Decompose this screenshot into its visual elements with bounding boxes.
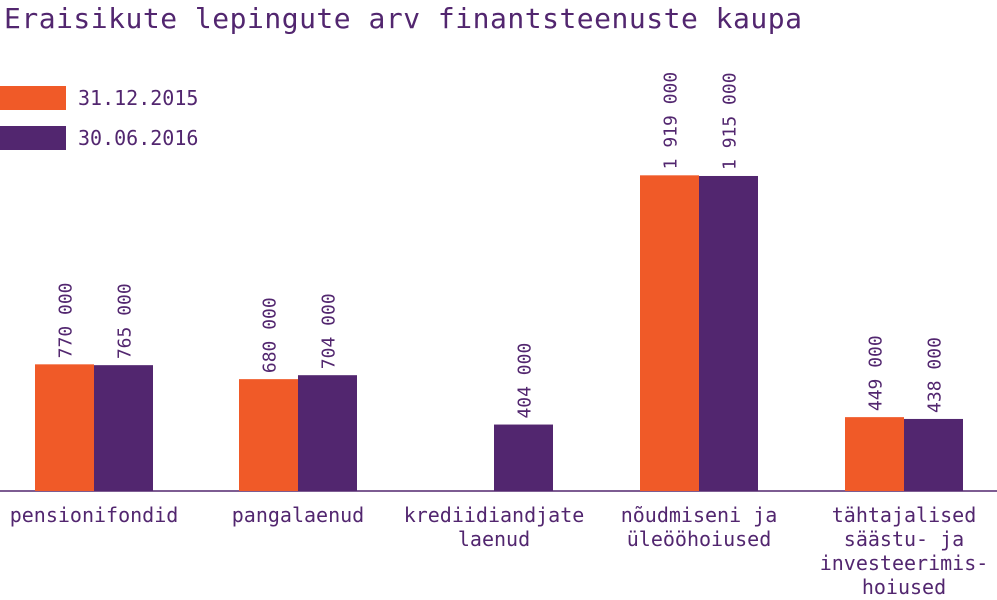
category-label-4-line-3: hoiused [862,575,946,599]
bar-2016-3 [699,175,758,492]
chart-title: Eraisikute lepingute arv finantsteenuste… [4,2,803,35]
category-label-4-line-2: investeerimis- [820,551,989,575]
legend-label-2016: 30.06.2016 [78,126,199,150]
bar-2016-2 [494,424,553,491]
data-label-2016-4: 438 000 [925,337,946,413]
legend-item-2015: 31.12.2015 [0,86,198,110]
bar-2015-4 [845,417,904,491]
data-label-2015-0: 770 000 [56,282,77,358]
category-label-2-line-0: krediidiandjate [404,503,585,527]
data-label-2016-1: 704 000 [319,293,340,369]
legend-swatch-2016 [0,126,66,150]
category-label-0-line-0: pensionifondid [10,503,179,527]
category-label-3-line-0: nõudmiseni ja [621,503,778,527]
bar-2016-1 [298,375,357,491]
bar-2016-4 [904,418,963,491]
data-label-2016-2: 404 000 [515,343,536,419]
legend: 31.12.2015 30.06.2016 [0,86,198,166]
bar-2015-3 [640,175,699,491]
category-label-4-line-0: tähtajalised [832,503,977,527]
legend-swatch-2015 [0,86,66,110]
legend-label-2015: 31.12.2015 [78,86,199,110]
data-label-2016-0: 765 000 [115,283,136,359]
legend-item-2016: 30.06.2016 [0,126,198,150]
bar-2015-0 [35,364,94,491]
data-label-2015-3: 1 919 000 [661,72,682,170]
data-label-2015-4: 449 000 [866,335,887,411]
bar-2016-0 [94,365,153,491]
bar-2015-1 [239,379,298,491]
data-label-2016-3: 1 915 000 [720,72,741,170]
category-label-3-line-1: üleööhoiused [627,527,772,551]
category-label-1-line-0: pangalaenud [232,503,364,527]
data-label-2015-1: 680 000 [260,297,281,373]
category-label-4-line-1: säästu- ja [844,527,964,551]
category-label-2-line-1: laenud [458,527,530,551]
